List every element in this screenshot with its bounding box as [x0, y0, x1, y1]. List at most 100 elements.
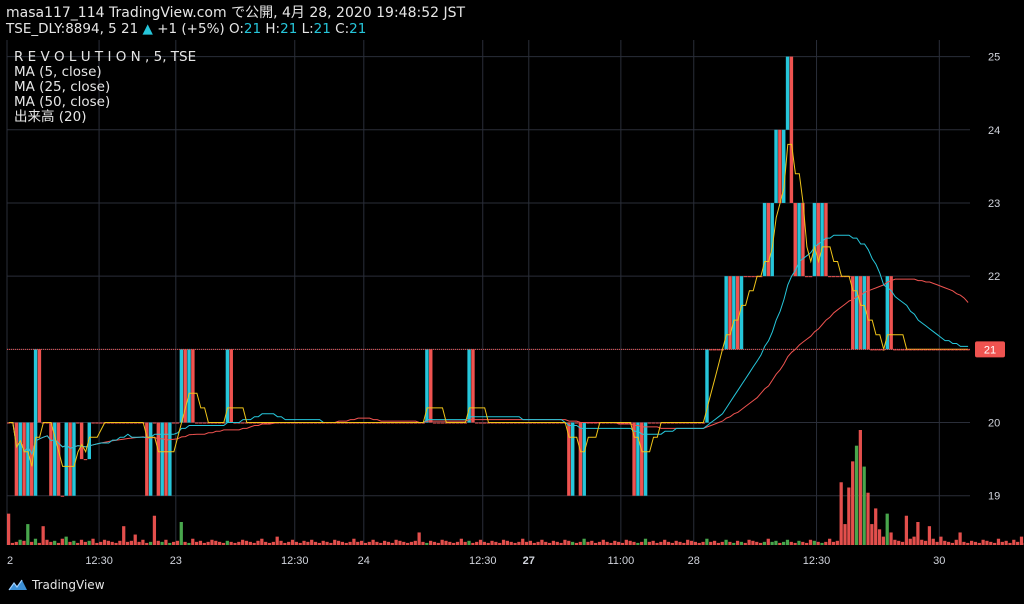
candle: [574, 422, 579, 424]
y-tick-label: 24: [988, 125, 1000, 137]
candle: [743, 276, 748, 278]
volume-bar: [697, 542, 701, 545]
volume-bar: [14, 541, 18, 545]
volume-bar: [118, 540, 122, 545]
volume-bar: [889, 532, 893, 545]
candle: [908, 349, 913, 351]
volume-bar: [306, 541, 310, 545]
volume-bar: [989, 541, 993, 545]
volume-bar: [18, 539, 22, 545]
candle: [709, 349, 713, 351]
candle: [912, 349, 916, 351]
volume-bar: [640, 541, 644, 545]
volume-bar: [912, 536, 916, 545]
volume-bar: [152, 515, 157, 545]
volume-bar: [897, 540, 901, 545]
candle: [766, 202, 771, 277]
volume-bar: [835, 540, 839, 545]
candle: [739, 276, 744, 350]
volume-bar: [816, 541, 820, 545]
candle: [14, 422, 19, 496]
candle: [402, 422, 406, 424]
volume-bar: [559, 542, 563, 545]
candle: [448, 422, 452, 424]
volume-bar: [225, 540, 229, 545]
volume-bar: [501, 539, 506, 545]
series-legend[interactable]: R E V O L U T I O N , 5, TSE: [14, 49, 197, 65]
volume-bar: [79, 539, 84, 545]
candle: [640, 422, 644, 496]
ma50-legend[interactable]: MA (50, close): [14, 94, 111, 110]
candle: [171, 422, 176, 424]
candle: [444, 422, 448, 424]
candle: [636, 422, 640, 496]
candle: [310, 422, 314, 424]
volume-bar: [317, 542, 322, 545]
volume-bar: [448, 541, 452, 545]
volume-bar: [904, 515, 909, 545]
volume-bar: [582, 538, 586, 545]
candle: [198, 422, 203, 424]
volume-bar: [567, 540, 571, 545]
candle: [64, 422, 68, 496]
candle: [371, 422, 375, 424]
candle: [663, 422, 667, 424]
candle: [22, 422, 26, 496]
volume-bar: [828, 538, 832, 545]
candle: [367, 422, 372, 424]
volume-bar: [122, 526, 126, 545]
volume-bar: [359, 540, 364, 545]
volume-bar: [981, 539, 985, 545]
candle: [643, 422, 648, 496]
candle: [958, 349, 962, 351]
tradingview-brand[interactable]: TradingView: [8, 578, 105, 592]
volume-bar: [56, 542, 61, 545]
candle: [406, 422, 410, 424]
y-tick-label: 20: [988, 418, 1000, 430]
volume-bar: [471, 542, 475, 545]
volume-bar: [805, 542, 809, 545]
candle: [609, 422, 613, 424]
volume-bar: [30, 541, 34, 545]
candle: [567, 422, 571, 496]
tradingview-logo-icon: [8, 579, 27, 591]
volume-bar: [440, 539, 444, 545]
volume-bar: [778, 542, 782, 545]
volume-bar: [106, 540, 110, 545]
volume-bar: [486, 542, 490, 545]
candle: [835, 276, 840, 278]
volume-bar: [812, 540, 816, 545]
volume-bar: [133, 534, 137, 545]
volume-legend[interactable]: 出来高 (20): [14, 109, 87, 125]
volume-bar: [168, 542, 172, 545]
volume-bar: [544, 541, 548, 545]
volume-bar: [970, 540, 974, 545]
volume-bar: [421, 541, 425, 545]
volume-bar: [862, 466, 866, 545]
ma25-legend[interactable]: MA (25, close): [14, 79, 111, 95]
candle: [168, 422, 172, 496]
volume-bar: [570, 541, 575, 545]
volume-bar: [279, 540, 283, 545]
volume-bar: [555, 541, 559, 545]
ma5-legend[interactable]: MA (5, close): [14, 64, 102, 80]
candle: [145, 422, 149, 496]
candle: [56, 422, 61, 496]
volume-bar: [923, 540, 928, 545]
volume-bar: [425, 542, 429, 545]
volume-bar: [398, 540, 402, 545]
volume-bar: [394, 539, 398, 545]
volume-bar: [310, 539, 314, 545]
volume-bar: [977, 542, 981, 545]
candle: [432, 422, 437, 424]
candle: [244, 422, 249, 424]
candle: [225, 349, 230, 423]
candle: [590, 422, 594, 424]
volume-bar: [129, 540, 134, 545]
volume-bar: [881, 536, 885, 545]
candle: [206, 422, 210, 424]
volume-bar: [931, 538, 935, 545]
candle: [60, 495, 65, 497]
candle: [340, 422, 345, 424]
